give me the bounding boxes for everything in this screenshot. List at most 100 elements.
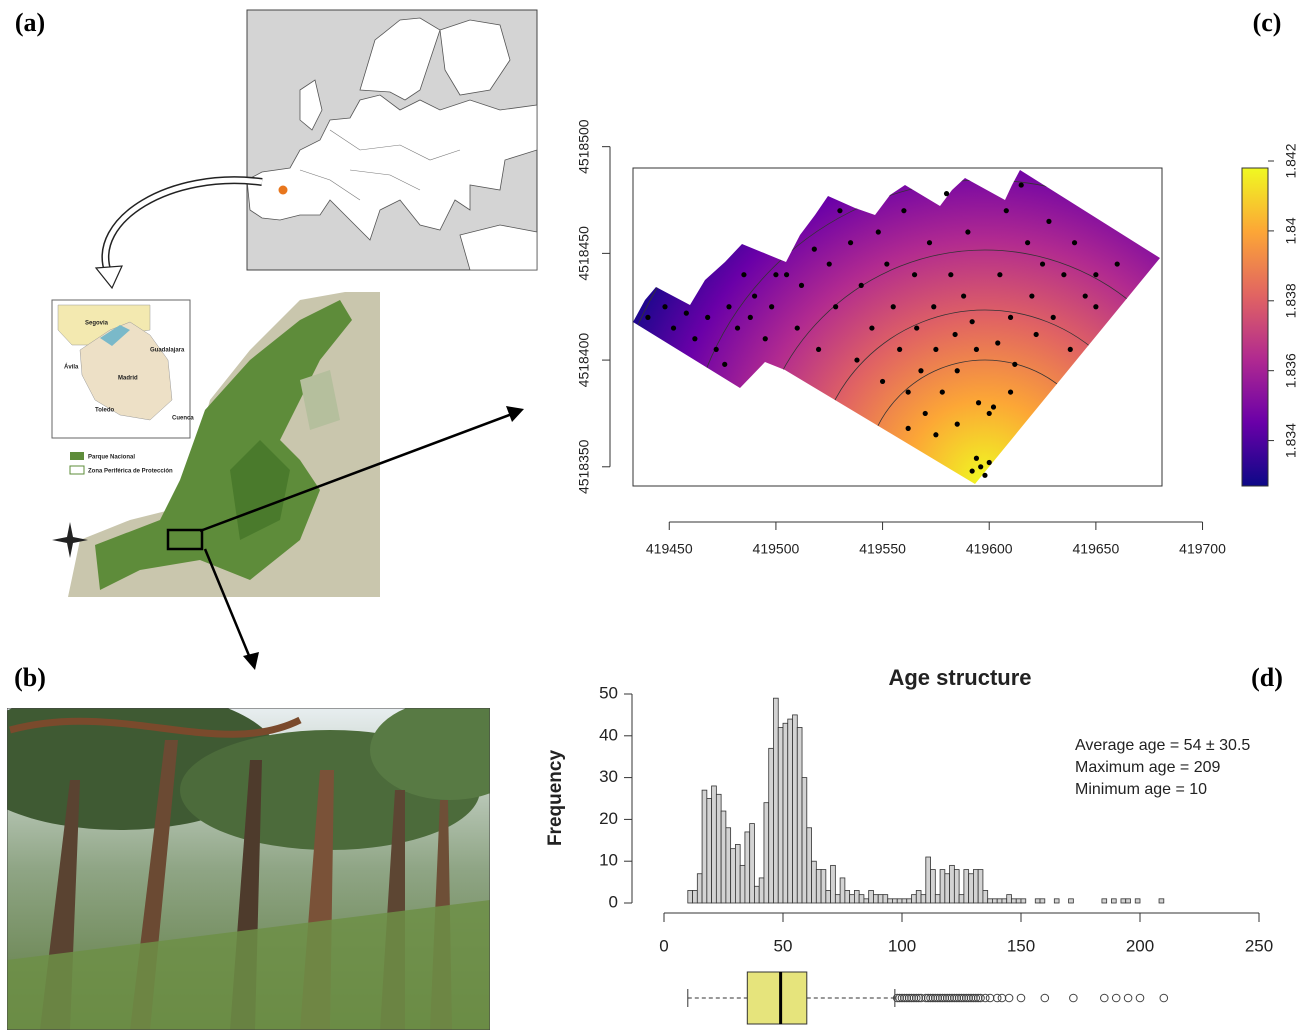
point bbox=[827, 261, 832, 266]
colorbar-tick-label: 1.836 bbox=[1283, 353, 1299, 388]
x-tick-label: 200 bbox=[1126, 936, 1154, 955]
bar bbox=[859, 895, 864, 903]
bar bbox=[750, 824, 755, 903]
point bbox=[705, 315, 710, 320]
bar bbox=[907, 899, 912, 903]
colorbar bbox=[1242, 168, 1268, 486]
bar bbox=[1007, 895, 1012, 903]
point bbox=[1046, 219, 1051, 224]
point bbox=[1093, 272, 1098, 277]
outlier bbox=[1017, 994, 1025, 1002]
bar bbox=[892, 899, 897, 903]
colorbar-tick-label: 1.842 bbox=[1283, 143, 1299, 178]
point bbox=[748, 315, 753, 320]
point bbox=[714, 347, 719, 352]
point bbox=[1029, 293, 1034, 298]
point bbox=[1034, 332, 1039, 337]
point bbox=[987, 411, 992, 416]
bar bbox=[1021, 899, 1026, 903]
bar bbox=[702, 790, 707, 903]
point bbox=[671, 325, 676, 330]
bar bbox=[716, 794, 721, 903]
outlier bbox=[1136, 994, 1144, 1002]
y-tick-label: 0 bbox=[609, 892, 618, 911]
point bbox=[816, 347, 821, 352]
bar bbox=[726, 828, 731, 903]
bar bbox=[1069, 899, 1074, 903]
bar bbox=[731, 849, 736, 903]
bar bbox=[835, 895, 840, 903]
point bbox=[1115, 261, 1120, 266]
bar bbox=[764, 803, 769, 903]
point bbox=[923, 411, 928, 416]
point bbox=[961, 293, 966, 298]
bar bbox=[1135, 899, 1140, 903]
y-tick-label: 10 bbox=[599, 851, 618, 870]
region-label: Toledo bbox=[95, 408, 115, 414]
outlier bbox=[1101, 994, 1109, 1002]
point bbox=[944, 191, 949, 196]
point bbox=[906, 426, 911, 431]
region-label: Guadalajara bbox=[150, 348, 185, 354]
bar bbox=[1111, 899, 1116, 903]
point bbox=[965, 229, 970, 234]
bar bbox=[688, 890, 693, 903]
panel-label: (c) bbox=[1253, 8, 1282, 37]
point bbox=[891, 304, 896, 309]
bar bbox=[845, 890, 850, 903]
x-tick-label: 0 bbox=[659, 936, 668, 955]
bar bbox=[1035, 899, 1040, 903]
bar bbox=[916, 890, 921, 903]
point bbox=[933, 432, 938, 437]
bar bbox=[797, 727, 802, 903]
point bbox=[948, 272, 953, 277]
legend-label: Parque Nacional bbox=[88, 455, 135, 461]
curved-arrow bbox=[96, 180, 262, 288]
point bbox=[869, 325, 874, 330]
y-tick-label: 40 bbox=[599, 725, 618, 744]
outlier bbox=[1070, 994, 1078, 1002]
point bbox=[970, 468, 975, 473]
point bbox=[1019, 182, 1024, 187]
point bbox=[897, 347, 902, 352]
bar bbox=[812, 861, 817, 903]
bar bbox=[1011, 899, 1016, 903]
bar bbox=[954, 870, 959, 903]
bar bbox=[816, 870, 821, 903]
point bbox=[859, 283, 864, 288]
bar bbox=[773, 698, 778, 903]
y-tick-label: 4518500 bbox=[576, 119, 592, 174]
x-tick-label: 419650 bbox=[1073, 541, 1120, 557]
point bbox=[1008, 315, 1013, 320]
point bbox=[982, 473, 987, 478]
outlier bbox=[998, 994, 1006, 1002]
bar bbox=[873, 895, 878, 903]
bar bbox=[978, 870, 983, 903]
figure: (a) (c) (b) (d) Segovia Guadalajara Ávil… bbox=[0, 0, 1309, 1030]
bar bbox=[921, 895, 926, 903]
bar bbox=[888, 899, 893, 903]
bar bbox=[1102, 899, 1107, 903]
point bbox=[645, 315, 650, 320]
point bbox=[722, 362, 727, 367]
outlier bbox=[1112, 994, 1120, 1002]
bar bbox=[935, 895, 940, 903]
outlier bbox=[1160, 994, 1168, 1002]
x-tick-label: 419450 bbox=[646, 541, 693, 557]
point bbox=[735, 325, 740, 330]
bar bbox=[973, 870, 978, 903]
point bbox=[927, 240, 932, 245]
point bbox=[955, 422, 960, 427]
point bbox=[876, 229, 881, 234]
point bbox=[1061, 272, 1066, 277]
region-label: Segovia bbox=[85, 321, 109, 327]
point bbox=[1004, 208, 1009, 213]
annotation: Maximum age = 209 bbox=[1075, 759, 1221, 776]
bar bbox=[778, 727, 783, 903]
point bbox=[880, 379, 885, 384]
bar bbox=[912, 895, 917, 903]
bar bbox=[983, 890, 988, 903]
bar bbox=[783, 723, 788, 903]
bar bbox=[988, 899, 993, 903]
point bbox=[1083, 293, 1088, 298]
